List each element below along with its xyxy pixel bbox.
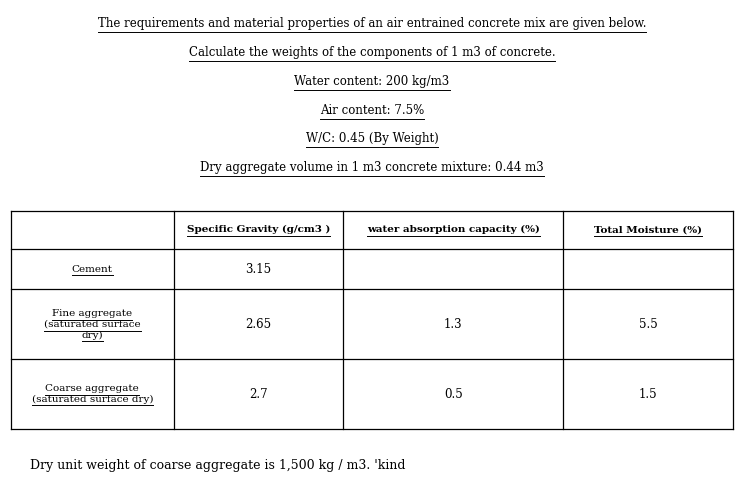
Text: 3.15: 3.15 (246, 263, 272, 276)
Text: 2.65: 2.65 (246, 318, 272, 331)
Text: Water content: 200 kg/m3: Water content: 200 kg/m3 (295, 75, 449, 88)
Text: W/C: 0.45 (By Weight): W/C: 0.45 (By Weight) (306, 132, 438, 145)
Text: Calculate the weights of the components of 1 m3 of concrete.: Calculate the weights of the components … (189, 46, 555, 59)
Text: Fine aggregate
(saturated surface
dry): Fine aggregate (saturated surface dry) (44, 309, 141, 340)
Text: 1.3: 1.3 (444, 318, 463, 331)
Text: The requirements and material properties of an air entrained concrete mix are gi: The requirements and material properties… (97, 17, 647, 30)
Text: 1.5: 1.5 (639, 387, 658, 401)
Text: water absorption capacity (%): water absorption capacity (%) (367, 225, 539, 235)
Text: Total Moisture (%): Total Moisture (%) (594, 225, 702, 235)
Text: Cement: Cement (72, 265, 113, 274)
Text: 2.7: 2.7 (249, 387, 268, 401)
Text: 5.5: 5.5 (638, 318, 658, 331)
Text: Specific Gravity (g/cm3 ): Specific Gravity (g/cm3 ) (187, 225, 330, 235)
Text: Coarse aggregate
(saturated surface dry): Coarse aggregate (saturated surface dry) (31, 384, 153, 404)
Text: Dry aggregate volume in 1 m3 concrete mixture: 0.44 m3: Dry aggregate volume in 1 m3 concrete mi… (200, 161, 544, 174)
Text: Dry unit weight of coarse aggregate is 1,500 kg / m3. 'kind: Dry unit weight of coarse aggregate is 1… (30, 459, 405, 472)
Text: 0.5: 0.5 (444, 387, 463, 401)
Text: Air content: 7.5%: Air content: 7.5% (320, 104, 424, 117)
